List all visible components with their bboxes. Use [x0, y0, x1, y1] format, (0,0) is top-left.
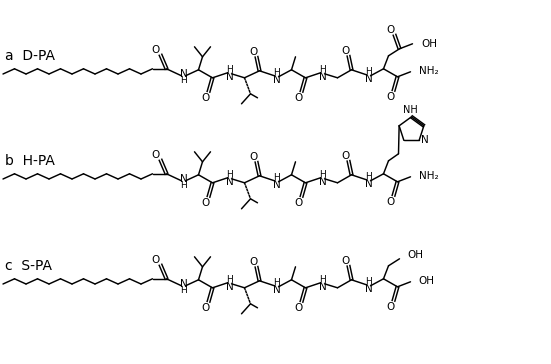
Text: H: H [226, 275, 233, 284]
Text: N: N [422, 135, 429, 145]
Text: H: H [365, 172, 372, 181]
Text: O: O [386, 25, 395, 35]
Text: b  H-PA: b H-PA [5, 154, 55, 168]
Text: OH: OH [408, 250, 424, 260]
Text: O: O [342, 151, 350, 161]
Text: H: H [319, 275, 326, 284]
Text: N: N [180, 279, 187, 289]
Text: N: N [365, 74, 372, 84]
Text: H: H [365, 277, 372, 286]
Text: H: H [319, 65, 326, 74]
Text: N: N [273, 285, 280, 295]
Text: O: O [250, 47, 258, 57]
Text: O: O [152, 45, 160, 55]
Text: O: O [342, 46, 350, 56]
Text: H: H [180, 76, 187, 85]
Text: N: N [365, 179, 372, 189]
Text: H: H [273, 278, 280, 287]
Text: O: O [386, 197, 395, 207]
Text: H: H [273, 68, 280, 77]
Text: H: H [319, 170, 326, 179]
Text: O: O [152, 150, 160, 160]
Text: OH: OH [422, 39, 437, 49]
Text: H: H [226, 65, 233, 74]
Text: O: O [201, 303, 209, 313]
Text: H: H [180, 181, 187, 190]
Text: O: O [294, 303, 302, 313]
Text: O: O [250, 152, 258, 162]
Text: c  S-PA: c S-PA [5, 259, 52, 273]
Text: O: O [294, 198, 302, 208]
Text: O: O [201, 198, 209, 208]
Text: O: O [342, 256, 350, 266]
Text: H: H [180, 286, 187, 295]
Text: N: N [180, 69, 187, 79]
Text: N: N [273, 75, 280, 85]
Text: NH₂: NH₂ [419, 66, 438, 76]
Text: a  D-PA: a D-PA [5, 49, 55, 63]
Text: N: N [318, 72, 326, 82]
Text: N: N [318, 282, 326, 292]
Text: N: N [273, 180, 280, 190]
Text: O: O [250, 257, 258, 267]
Text: N: N [365, 284, 372, 294]
Text: NH: NH [403, 105, 418, 115]
Text: O: O [386, 302, 395, 312]
Text: H: H [273, 173, 280, 182]
Text: OH: OH [419, 276, 435, 286]
Text: O: O [201, 93, 209, 103]
Text: H: H [226, 170, 233, 179]
Text: N: N [225, 282, 234, 292]
Text: N: N [225, 177, 234, 187]
Text: N: N [180, 174, 187, 184]
Text: O: O [152, 255, 160, 265]
Text: H: H [365, 67, 372, 76]
Text: N: N [318, 177, 326, 187]
Text: N: N [225, 72, 234, 82]
Text: O: O [386, 92, 395, 102]
Text: O: O [294, 93, 302, 103]
Text: NH₂: NH₂ [419, 171, 438, 181]
